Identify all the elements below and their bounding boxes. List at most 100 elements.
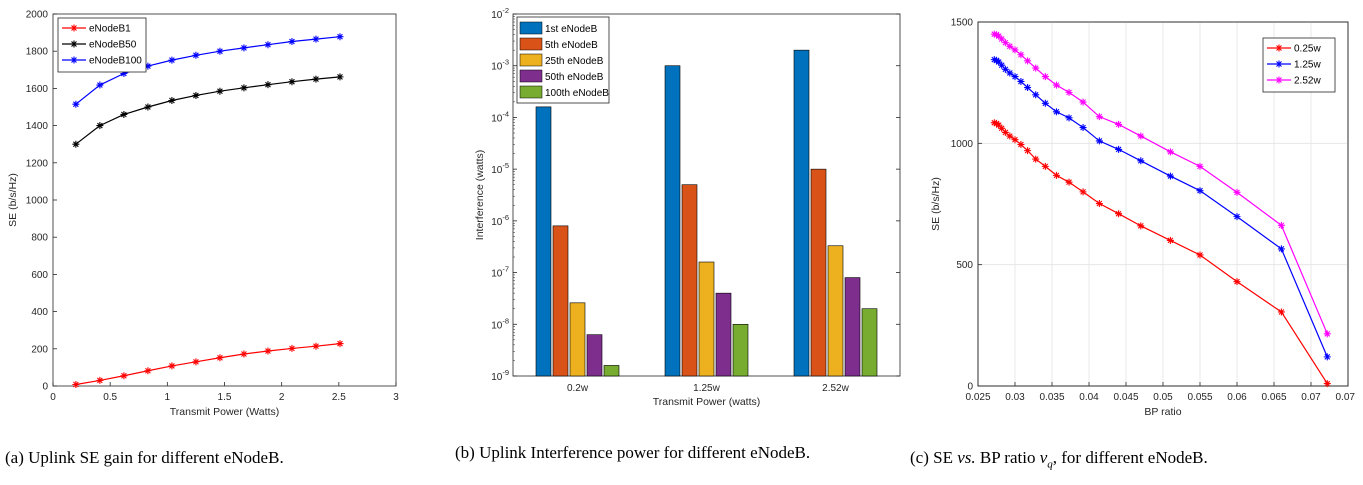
data-point xyxy=(168,56,176,64)
data-point xyxy=(336,73,344,81)
data-point xyxy=(1115,120,1123,128)
data-point xyxy=(144,367,152,375)
bar-5th eNodeB xyxy=(810,168,827,377)
data-point xyxy=(1233,188,1241,196)
caption-c-mid: BP ratio xyxy=(975,448,1040,467)
data-point xyxy=(120,110,128,118)
data-point xyxy=(264,81,272,89)
bar-25th eNodeB xyxy=(827,245,844,377)
legend-label: 5th eNodeB xyxy=(545,40,598,51)
data-point xyxy=(1095,137,1103,145)
data-point xyxy=(1166,172,1174,180)
x-tick-label: 3 xyxy=(393,392,399,403)
data-point xyxy=(1065,114,1073,122)
y-axis-label: SE (b/s/Hz) xyxy=(930,177,942,231)
y-tick-label: 1600 xyxy=(26,84,49,95)
data-point xyxy=(288,78,296,86)
caption-c-post: , for different eNodeB. xyxy=(1052,448,1208,467)
legend-swatch xyxy=(519,69,543,83)
x-tick-label: 0.5 xyxy=(103,392,117,403)
data-point xyxy=(1011,73,1019,81)
series-line xyxy=(75,342,341,386)
legend: eNodeB1 eNodeB50 eNodeB100 xyxy=(57,17,147,73)
y-tick-label: 10-7 xyxy=(491,265,509,280)
legend-label: 0.25w xyxy=(1294,44,1321,55)
caption-b: (b) Uplink Interference power for differ… xyxy=(455,443,895,463)
data-point xyxy=(1323,380,1331,388)
data-point xyxy=(96,376,104,384)
y-tick-label: 800 xyxy=(31,233,48,244)
data-point xyxy=(1011,46,1019,54)
legend-label: 1st eNodeB xyxy=(545,24,598,35)
data-point xyxy=(1079,98,1087,106)
data-point xyxy=(1079,188,1087,196)
data-point xyxy=(312,342,320,350)
data-point xyxy=(1095,113,1103,121)
bar-50th eNodeB xyxy=(844,277,861,377)
data-point xyxy=(240,350,248,358)
data-point xyxy=(1065,88,1073,96)
legend-swatch xyxy=(519,21,543,35)
data-point xyxy=(168,96,176,104)
data-point xyxy=(120,372,128,380)
y-tick-label: 200 xyxy=(31,344,48,355)
data-point xyxy=(120,70,128,78)
data-point xyxy=(1052,81,1060,89)
legend-label: eNodeB1 xyxy=(89,24,131,35)
data-point xyxy=(144,103,152,111)
interference-bar-chart: 10-9 10-8 10-7 10-6 10-5 10-4 10-3 10-2 0.2w 1.25… xyxy=(474,6,901,408)
data-point xyxy=(1115,210,1123,218)
data-point xyxy=(998,61,1006,69)
bar-100th eNodeB xyxy=(603,365,620,377)
caption-c-sub: q xyxy=(1047,458,1053,471)
data-point xyxy=(216,47,224,55)
series-1.25w xyxy=(990,56,1331,361)
data-point xyxy=(1233,278,1241,286)
data-point xyxy=(96,122,104,130)
series-line xyxy=(75,36,341,105)
plot-border xyxy=(977,21,1349,387)
data-point xyxy=(1277,221,1285,229)
x-tick-label: 0.045 xyxy=(1113,392,1138,403)
data-point xyxy=(1017,77,1025,85)
data-point xyxy=(192,358,200,366)
x-tick-label: 0.07 xyxy=(1301,392,1321,403)
y-tick-label: 10-8 xyxy=(491,316,509,331)
data-point xyxy=(192,51,200,59)
legend-swatch xyxy=(519,53,543,67)
data-point xyxy=(192,91,200,99)
x-tick-label: 1 xyxy=(165,392,171,403)
data-point xyxy=(312,75,320,83)
series-line xyxy=(75,76,341,145)
bar-25th eNodeB xyxy=(569,302,586,377)
y-axis-label: SE (b/s/Hz) xyxy=(7,173,19,227)
bar-50th eNodeB xyxy=(586,334,603,377)
legend-label: 1.25w xyxy=(1294,60,1321,71)
legend-label: eNodeB50 xyxy=(89,40,137,51)
data-point xyxy=(1041,99,1049,107)
data-point xyxy=(1006,132,1014,140)
caption-b-text: (b) Uplink Interference power for differ… xyxy=(455,443,811,462)
y-tick-label: 10-9 xyxy=(491,368,509,383)
series-eNodeB100 xyxy=(72,33,344,108)
data-point xyxy=(1032,64,1040,72)
data-point xyxy=(1024,147,1032,155)
legend-marker xyxy=(1275,44,1283,52)
data-point xyxy=(1323,330,1331,338)
legend: 1st eNodeB 5th eNodeB 25th eNodeB 50th eNod… xyxy=(516,16,610,104)
bar-50th eNodeB xyxy=(715,292,732,377)
y-tick-label: 10-5 xyxy=(491,161,509,176)
x-tick-label: 0.055 xyxy=(1187,392,1212,403)
data-point xyxy=(72,140,80,148)
y-tick-label: 2000 xyxy=(26,10,49,21)
data-point xyxy=(336,340,344,348)
y-tick-label: 0 xyxy=(42,382,48,393)
y-tick-label: 0 xyxy=(967,382,973,393)
data-point xyxy=(1166,148,1174,156)
legend-label: 100th eNodeB xyxy=(545,88,609,99)
x-tick-label: 0 xyxy=(50,392,56,403)
data-point xyxy=(1196,162,1204,170)
y-tick-label: 1800 xyxy=(26,47,49,58)
x-tick-label: 0.03 xyxy=(1005,392,1025,403)
data-point xyxy=(1115,145,1123,153)
